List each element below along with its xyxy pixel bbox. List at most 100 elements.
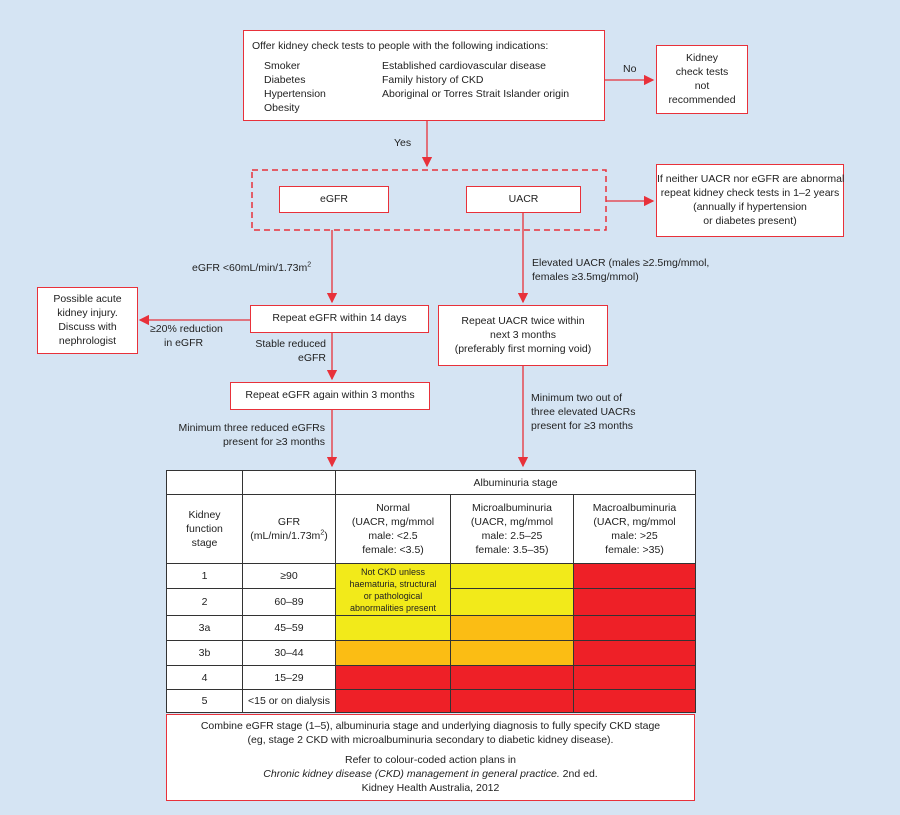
indication: Hypertension [264, 88, 326, 100]
text-line: kidney injury. [57, 307, 118, 319]
risk-cell [335, 665, 451, 690]
gfr-cell: 15–29 [242, 665, 336, 690]
t: abnormalities present [349, 602, 437, 613]
risk-cell [450, 689, 574, 713]
t: Not CKD unless [360, 566, 426, 577]
text-line: recommended [668, 94, 736, 106]
t: Macroalbuminuria [592, 502, 677, 514]
header-micro: Microalbuminuria (UACR, mg/mmol male: 2.5–… [450, 494, 574, 564]
risk-cell [572, 640, 697, 666]
risk-cell [450, 615, 574, 641]
risk-cell [572, 615, 697, 641]
t: (mL/min/1.73m [250, 530, 321, 542]
aki-box: Possible acute kidney injury. Discuss wi… [37, 287, 138, 354]
text-line: eGFR [297, 352, 326, 364]
risk-cell [450, 588, 574, 616]
no-label: No [623, 63, 637, 75]
t: (UACR, mg/mmol [351, 516, 435, 528]
gfr-cell: <15 or on dialysis [242, 689, 336, 713]
t: ) [324, 530, 328, 542]
indications-right: Established cardiovascular disease Famil… [382, 59, 569, 101]
t: haematuria, structural [349, 578, 437, 589]
text-line: check tests [675, 66, 729, 78]
text-line: Kidney [685, 52, 719, 64]
t: function [186, 523, 223, 535]
text-line: Minimum two out of [531, 392, 623, 404]
gfr-cell: 30–44 [242, 640, 336, 666]
header-normal: Normal (UACR, mg/mmol male: <2.5 female: <3… [335, 494, 451, 564]
stable-label: Stable reduced eGFR [236, 337, 326, 365]
t: male: <2.5 [368, 530, 418, 542]
stage-cell: 2 [166, 588, 243, 616]
footer-line: Kidney Health Australia, 2012 [361, 782, 500, 794]
indication: Aboriginal or Torres Strait Islander ori… [382, 88, 570, 100]
t: stage [191, 537, 218, 549]
text-line: three elevated UACRs [531, 406, 636, 418]
text-line: repeat kidney check tests in 1–2 years [660, 187, 840, 199]
indications-box: Offer kidney check tests to people with … [243, 30, 605, 121]
header-stage: Kidney function stage [166, 494, 243, 564]
text-line: present for ≥3 months [222, 436, 325, 448]
risk-cell [572, 563, 697, 589]
not-ckd-note-cell: Not CKD unless haematuria, structural or p… [335, 563, 451, 616]
risk-cell [572, 588, 697, 616]
t: female: 3.5–35) [475, 544, 549, 556]
empty-cell [166, 470, 243, 495]
footer-line: Refer to colour-coded action plans in [344, 754, 516, 766]
albuminuria-header: Albuminuria stage [334, 470, 697, 495]
t: (mL/min/1.73m2) [243, 529, 335, 543]
egfr-condition-label: eGFR <60mL/min/1.73m2 [192, 261, 311, 275]
text-line: Discuss with [58, 321, 117, 333]
stage-cell: 3b [166, 640, 243, 666]
text-line: next 3 months [490, 329, 556, 341]
text-line: or diabetes present) [703, 215, 797, 227]
indications-left: Smoker Diabetes Hypertension Obesity [264, 59, 326, 115]
footer-line: Combine eGFR stage (1–5), albuminuria st… [200, 720, 661, 732]
risk-cell [572, 689, 697, 713]
indication: Obesity [264, 102, 300, 114]
t: Normal [376, 502, 410, 514]
header-macro: Macroalbuminuria (UACR, mg/mmol male: >25 f… [572, 494, 697, 564]
gfr-cell: 45–59 [242, 615, 336, 641]
repeat-uacr-box: Repeat UACR twice within next 3 months (… [438, 305, 608, 366]
t: (UACR, mg/mmol [470, 516, 554, 528]
egfr-box: eGFR [279, 186, 389, 213]
not-recommended-box: Kidney check tests not recommended [656, 45, 748, 114]
t: female: <3.5) [362, 544, 424, 556]
text-line: Stable reduced [255, 338, 326, 350]
text-line: nephrologist [58, 335, 117, 347]
superscript: 2 [307, 261, 312, 269]
indication: Family history of CKD [382, 74, 484, 86]
text-line: Elevated UACR (males ≥2.5mg/mmol, [532, 257, 710, 269]
t: Microalbuminuria [472, 502, 552, 514]
t: GFR [277, 516, 301, 528]
text: eGFR <60mL/min/1.73m [192, 262, 308, 274]
uacr-box: UACR [466, 186, 581, 213]
text-line: (preferably first morning void) [454, 343, 592, 355]
min-three-label: Minimum three reduced eGFRs present for … [150, 421, 325, 449]
text-line: Possible acute [53, 293, 122, 305]
text-line: ≥20% reduction [150, 323, 223, 335]
risk-cell [335, 615, 451, 641]
text-line: Minimum three reduced eGFRs [178, 422, 325, 434]
indication: Smoker [264, 60, 301, 72]
reference-title: Chronic kidney disease (CKD) management … [263, 768, 560, 780]
text-line: (annually if hypertension [693, 201, 807, 213]
text-line: Repeat UACR twice within [461, 315, 585, 327]
gfr-cell: ≥90 [242, 563, 336, 589]
risk-cell [335, 689, 451, 713]
reduction-label: ≥20% reduction in eGFR [150, 322, 223, 350]
min-two-label: Minimum two out of three elevated UACRs … [531, 391, 635, 433]
t: female: >35) [605, 544, 664, 556]
empty-cell [242, 470, 336, 495]
t: or pathological [363, 590, 423, 601]
risk-cell [335, 640, 451, 666]
risk-cell [450, 640, 574, 666]
gfr-cell: 60–89 [242, 588, 336, 616]
footer-line: Chronic kidney disease (CKD) management … [167, 767, 694, 781]
text-line: not [694, 80, 710, 92]
footer-line: (eg, stage 2 CKD with microalbuminuria s… [247, 734, 614, 746]
risk-cell [572, 665, 697, 690]
text-line: present for ≥3 months [531, 420, 634, 432]
footer-box: Combine eGFR stage (1–5), albuminuria st… [166, 714, 695, 801]
